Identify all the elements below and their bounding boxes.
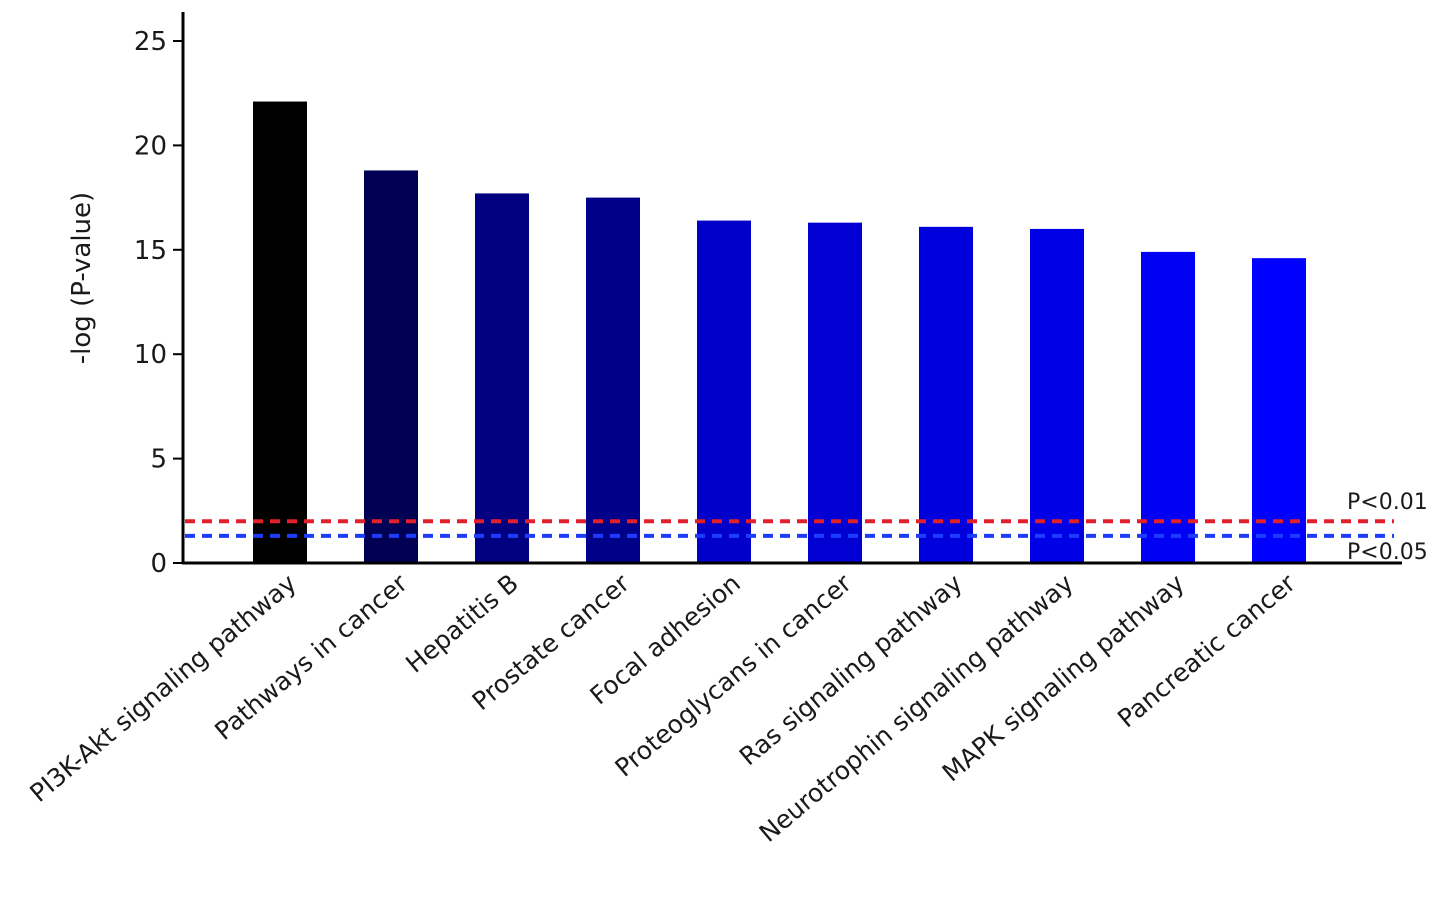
- bar: [364, 170, 418, 563]
- y-tick-label: 5: [150, 445, 167, 475]
- y-tick-label: 15: [134, 236, 167, 266]
- y-tick-label: 20: [134, 131, 167, 161]
- x-tick-label: Pathways in cancer: [209, 568, 413, 746]
- reference-lines-layer: P<0.01 P<0.05: [185, 490, 1428, 565]
- bar: [1252, 258, 1306, 563]
- y-tick-label: 10: [134, 340, 167, 370]
- axes-layer: [181, 12, 1402, 565]
- bar: [1030, 228, 1084, 564]
- bar: [919, 226, 973, 563]
- bar: [697, 220, 751, 563]
- bar: [253, 101, 307, 563]
- reference-line-label: P<0.05: [1347, 540, 1428, 565]
- bar: [1141, 251, 1195, 563]
- x-tick-label: Ras signaling pathway: [734, 568, 968, 771]
- y-tick-label: 0: [150, 549, 167, 579]
- bar: [808, 222, 862, 563]
- y-tick-label: 25: [134, 27, 167, 57]
- bar: [586, 197, 640, 563]
- reference-line-label: P<0.01: [1347, 490, 1428, 515]
- bar: [475, 193, 529, 563]
- y-axis-title: -log (P-value): [67, 192, 97, 364]
- y-ticks-layer: 0 5 10 15 20 25: [134, 27, 183, 579]
- x-tick-label: Pancreatic cancer: [1112, 568, 1301, 733]
- bars-layer: [253, 101, 1306, 564]
